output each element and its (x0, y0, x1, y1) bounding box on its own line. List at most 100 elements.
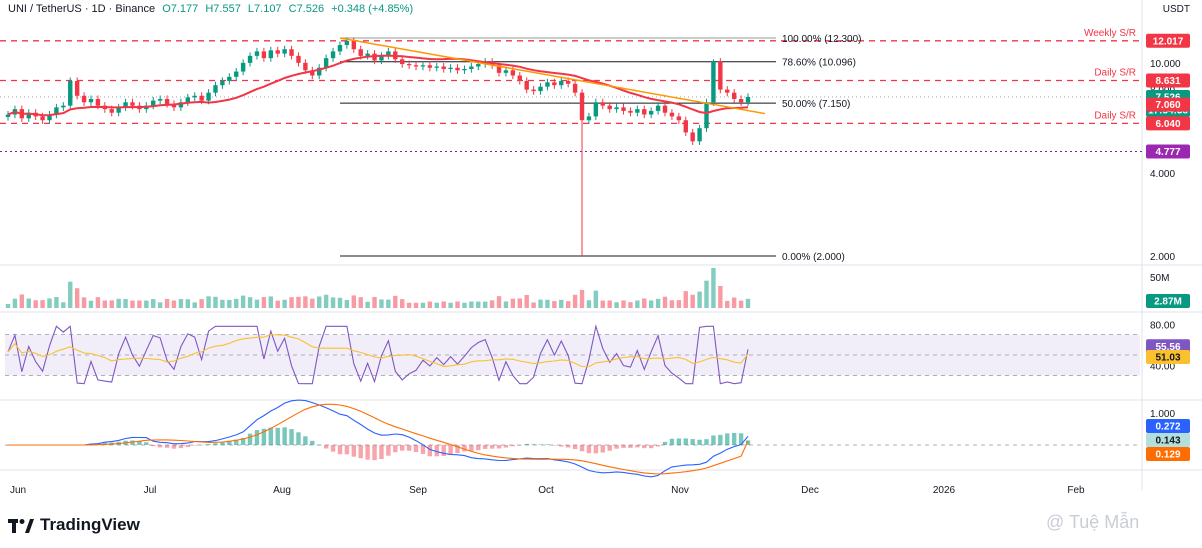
candle-body (476, 64, 481, 67)
volume-bar (275, 300, 280, 308)
rsi-tag-bg (1146, 339, 1190, 354)
candle-body (565, 80, 571, 84)
macd-histogram-bar (247, 433, 253, 445)
volume-bar (268, 296, 274, 308)
macd-axis-tick: 1.000 (1150, 409, 1175, 420)
candle-body (178, 102, 184, 108)
rsi-axis-tick: 40.00 (1150, 361, 1175, 372)
volume-bar (572, 294, 578, 308)
candle-body (261, 51, 267, 59)
macd-histogram-bar (386, 445, 391, 456)
macd-histogram-bar (268, 427, 274, 445)
candle-body (738, 98, 744, 103)
candle-body (282, 49, 287, 54)
volume-bar (185, 299, 191, 308)
macd-histogram-bar (434, 445, 439, 457)
candle-body (379, 55, 384, 61)
low-value: L7.107 (247, 3, 282, 15)
volume-bar (531, 302, 536, 308)
volume-bar (455, 301, 460, 308)
volume-bar (54, 297, 59, 308)
tradingview-logo: TradingView (8, 515, 140, 535)
candle-body (690, 132, 695, 142)
volume-bar (151, 299, 156, 308)
rsi-tag: 55.56 (1155, 342, 1180, 353)
candle-body (718, 61, 723, 90)
macd-hist-tag: 0.143 (1155, 436, 1180, 447)
candle-body (323, 58, 329, 68)
macd-histogram-bar (227, 440, 232, 445)
macd-histogram-bar (745, 440, 751, 445)
macd-histogram-bar (441, 445, 446, 456)
macd-histogram-bar (718, 434, 723, 445)
descending-trendline (339, 37, 766, 115)
candle-body (247, 55, 253, 63)
volume-bar (476, 301, 481, 308)
candle-body (427, 65, 433, 68)
candle-body (517, 75, 522, 81)
volume-bar (88, 300, 94, 308)
volume-bar (503, 301, 509, 308)
candle-body (545, 82, 550, 87)
volume-bar (683, 291, 688, 308)
macd-histogram-bar (600, 445, 605, 453)
candle-body (95, 98, 101, 106)
volume-bar (448, 302, 453, 308)
x-tick-label: Jul (144, 485, 157, 496)
candle-body (26, 112, 31, 119)
volume-bar (81, 297, 87, 308)
macd-histogram-bar (662, 441, 668, 445)
volume-bar (5, 304, 11, 308)
macd-histogram-bar (655, 445, 661, 447)
price-tag: 4.777 (1155, 147, 1180, 158)
macd-histogram-bar (517, 445, 522, 446)
volume-bar (372, 296, 377, 308)
macd-histogram-bar (690, 439, 695, 445)
macd-histogram-bar (379, 445, 384, 459)
macd-histogram-bar (234, 439, 239, 445)
volume-bar (669, 300, 675, 308)
volume-bar (213, 296, 218, 308)
rsi-ma-tag-bg (1146, 349, 1190, 364)
macd-histogram-bar (462, 445, 467, 452)
candle-body (386, 51, 391, 56)
candle-body (586, 116, 592, 121)
candle-body (116, 107, 121, 113)
volume-bar (337, 297, 343, 308)
macd-histogram-bar (303, 436, 308, 445)
volume-bar (330, 297, 336, 308)
volume-bar (648, 300, 654, 308)
macd-histogram-bar (282, 427, 287, 445)
volume-tag-bg (1146, 294, 1190, 308)
macd-histogram-bar (628, 445, 633, 448)
volume-bar (676, 300, 682, 308)
macd-histogram-bar (275, 427, 280, 445)
macd-histogram-bar (586, 445, 592, 454)
macd-histogram-bar (683, 438, 688, 445)
volume-bar (109, 300, 114, 308)
macd-histogram-bar (469, 445, 474, 452)
candle-body (406, 64, 412, 66)
macd-histogram-bar (579, 445, 585, 452)
fib-label: 78.60% (10.096) (782, 58, 856, 69)
candle-body (662, 105, 668, 113)
volume-bar (289, 297, 294, 308)
macd-histogram-bar (552, 445, 557, 446)
volume-bar (517, 298, 522, 308)
candle-body (552, 82, 557, 86)
macd-histogram-bar (199, 444, 204, 446)
volume-bar (26, 298, 31, 308)
sr-label: Weekly S/R (1084, 28, 1136, 39)
volume-bar (144, 300, 149, 308)
candle-body (164, 98, 170, 104)
volume-bar (227, 299, 232, 308)
macd-histogram-bar (704, 439, 709, 445)
candle-body (47, 114, 52, 121)
price-tag-bg (1146, 144, 1190, 159)
candle-body (697, 128, 702, 142)
volume-bar (61, 302, 66, 308)
candle-body (317, 67, 322, 76)
macd-histogram-bar (648, 445, 654, 449)
macd-histogram-bar (642, 445, 647, 449)
macd-histogram-bar (372, 445, 377, 461)
